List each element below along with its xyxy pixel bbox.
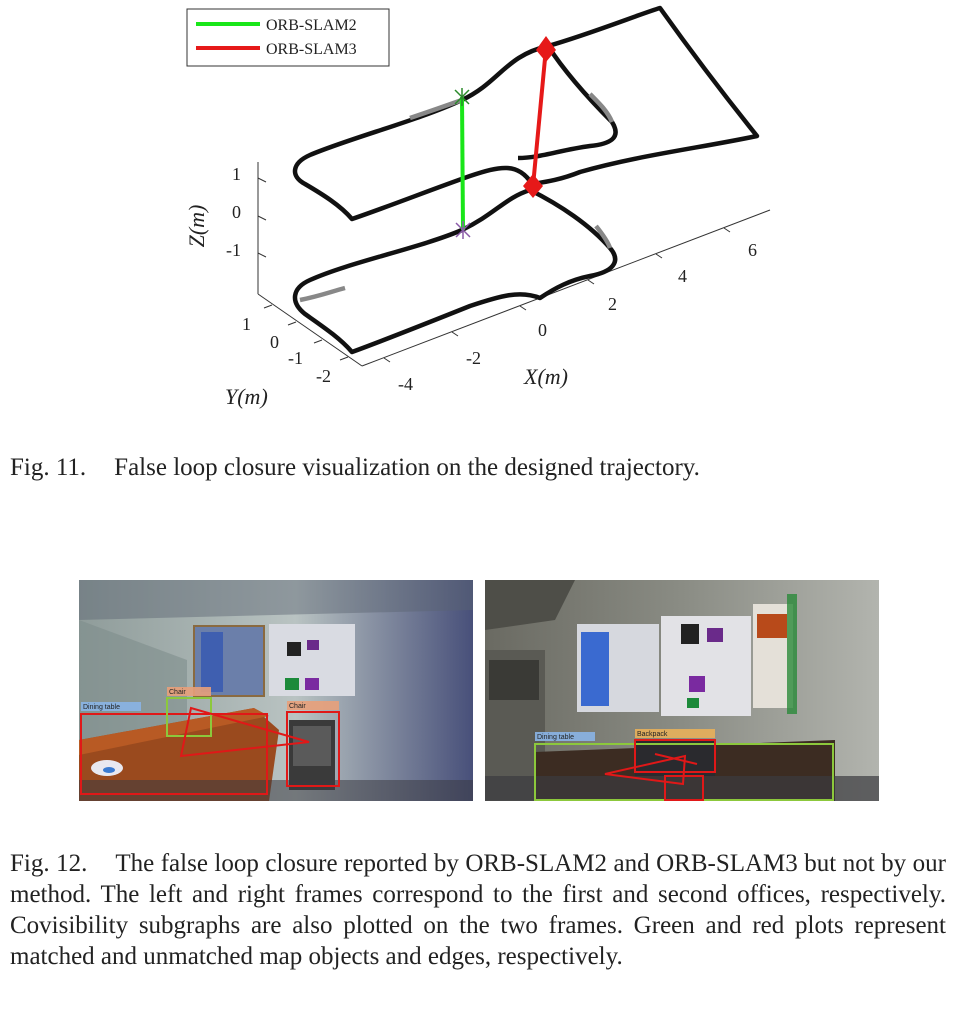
x-tick-neg2: -2 — [466, 348, 481, 368]
left-office-frame: Dining table Chair Chair — [79, 580, 473, 801]
x-tick-4: 4 — [678, 266, 687, 286]
right-covisibility-edges — [604, 754, 687, 786]
orb-slam2-marker-top — [454, 88, 470, 106]
right-office-frame: Dining table Backpack — [485, 580, 879, 801]
upper-gray-segment — [409, 97, 463, 121]
right-dining-table-tag: Dining table — [537, 734, 574, 741]
left-chair-tag-1: Chair — [169, 689, 186, 696]
y-axis-label: Y(m) — [225, 384, 268, 409]
orb-slam2-loop-edge — [460, 96, 465, 231]
z-tick-0: 0 — [232, 202, 241, 222]
axis-frame — [257, 162, 771, 367]
trajectory-plot: ORB-SLAM2 ORB-SLAM3 1 0 -1 Z(m) 1 0 -1 -… — [184, 5, 771, 409]
z-axis-label: Z(m) — [184, 205, 209, 248]
left-office-image: Dining table Chair Chair — [79, 580, 473, 801]
x-tick-6: 6 — [748, 240, 757, 260]
orb-slam3-loop-edge — [531, 47, 548, 187]
right-covisibility-edge-extra — [654, 753, 698, 765]
y-tick-0: 0 — [270, 332, 279, 352]
orb-slam3-marker-top — [536, 36, 556, 62]
legend: ORB-SLAM2 ORB-SLAM3 — [186, 8, 390, 67]
right-office-image: Dining table Backpack — [485, 580, 879, 801]
x-tick-neg4: -4 — [398, 374, 413, 394]
y-tick-neg2: -2 — [316, 366, 331, 386]
orb-slam2-marker-bottom — [455, 221, 471, 239]
left-covisibility-edges — [179, 706, 310, 758]
lower-gray-segment — [299, 285, 346, 303]
figure-12-label: Fig. 12. — [10, 850, 88, 877]
figure-11-caption: Fig. 11. False loop closure visualization… — [10, 452, 946, 483]
z-tick-neg1: -1 — [226, 240, 241, 260]
lower-gray-segment-2 — [594, 224, 613, 249]
left-chair-box-green — [166, 697, 212, 737]
upper-trajectory-inner — [517, 44, 618, 161]
left-dining-table-box — [80, 713, 268, 795]
left-dining-table-tag-bg — [81, 702, 141, 711]
orb-slam3-marker-bottom — [523, 174, 543, 198]
lower-trajectory — [292, 187, 618, 355]
upper-trajectory — [292, 5, 760, 222]
figure-11-caption-text: False loop closure visualization on the … — [114, 454, 700, 481]
left-dining-table-tag: Dining table — [83, 704, 120, 711]
left-chair-box-red — [286, 711, 340, 787]
figure-12-caption: Fig. 12. The false loop closure reported … — [10, 848, 946, 972]
x-tick-2: 2 — [608, 294, 617, 314]
left-chair-tag-bg-1 — [167, 687, 211, 696]
x-tick-0: 0 — [538, 320, 547, 340]
upper-gray-segment-2 — [588, 92, 615, 123]
left-chair-tag-bg-2 — [287, 701, 339, 710]
right-backpack-tag-bg — [635, 729, 715, 738]
x-axis-label: X(m) — [523, 364, 568, 389]
y-tick-1: 1 — [242, 314, 251, 334]
figure-11-label: Fig. 11. — [10, 454, 87, 481]
right-backpack-box — [634, 739, 716, 773]
z-tick-1: 1 — [232, 164, 241, 184]
right-backpack-tag: Backpack — [637, 731, 668, 738]
right-dining-table-tag-bg — [535, 732, 595, 741]
legend-label-orb-slam2: ORB-SLAM2 — [266, 17, 357, 34]
legend-label-orb-slam3: ORB-SLAM3 — [266, 41, 357, 58]
figure-12-caption-text: The false loop closure reported by ORB-S… — [10, 850, 946, 970]
left-chair-tag-2: Chair — [289, 703, 306, 710]
y-tick-neg1: -1 — [288, 348, 303, 368]
